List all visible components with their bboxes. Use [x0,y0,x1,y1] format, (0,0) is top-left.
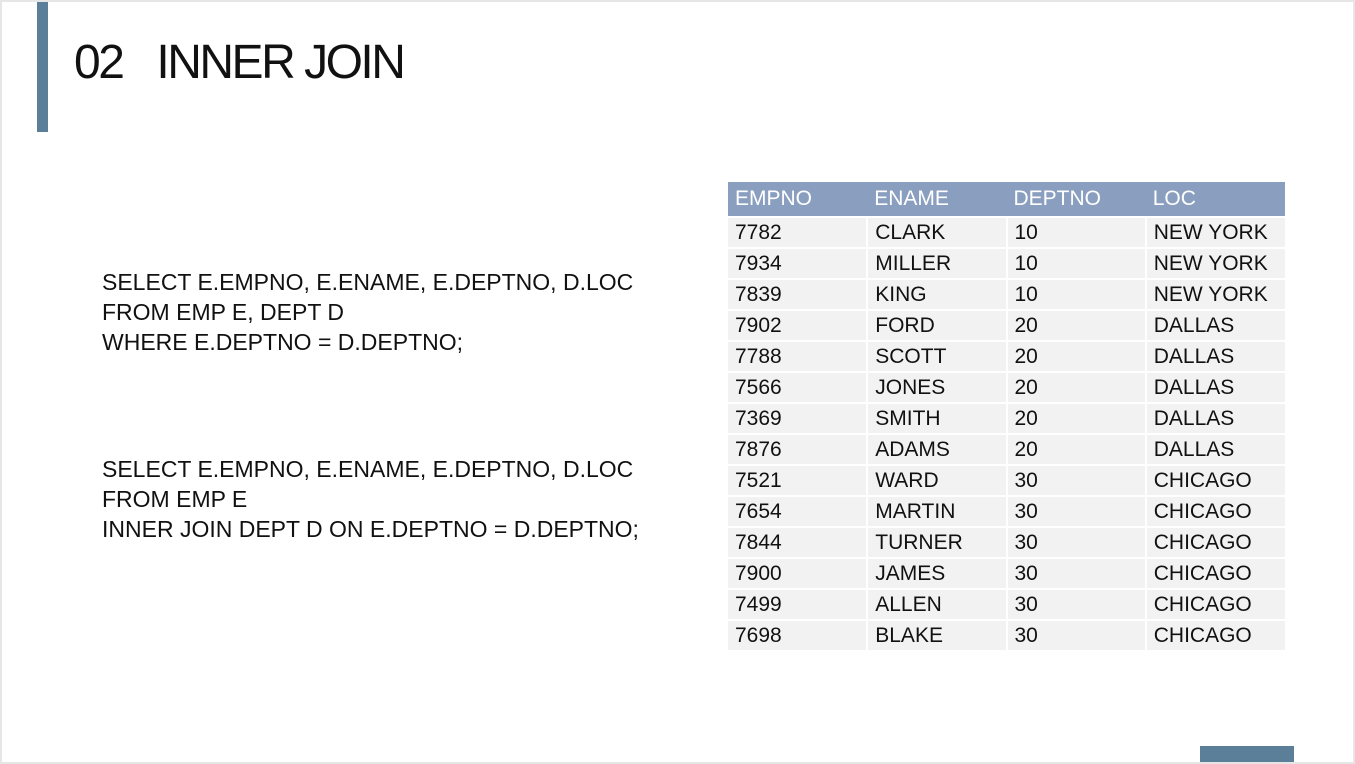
table-cell: 20 [1006,403,1147,435]
table-cell: 30 [1006,496,1147,528]
table-cell: 20 [1006,341,1147,373]
sql-line: INNER JOIN DEPT D ON E.DEPTNO = D.DEPTNO… [102,516,639,542]
table-row: 7900 JAMES 30 CHICAGO [728,558,1285,590]
table-cell: WARD [867,465,1008,497]
title-accent-bar [37,2,48,132]
table-cell: 7876 [728,434,869,466]
table-cell: MILLER [867,248,1008,280]
table-cell: CHICAGO [1145,589,1285,621]
slide-title: 02 INNER JOIN [74,28,406,98]
column-header-deptno: DEPTNO [1006,182,1146,218]
footer-accent-bar [1200,746,1294,762]
table-cell: 30 [1006,558,1147,590]
table-row: 7782 CLARK 10 NEW YORK [728,217,1285,249]
column-header-ename: ENAME [867,182,1007,218]
table-cell: 30 [1006,527,1147,559]
table-cell: BLAKE [867,620,1008,652]
table-cell: DALLAS [1145,341,1285,373]
slide-number: 02 [74,36,125,89]
table-row: 7934 MILLER 10 NEW YORK [728,248,1285,280]
slide-title-text: INNER JOIN [156,36,406,89]
table-row: 7698 BLAKE 30 CHICAGO [728,620,1285,652]
sql-line: WHERE E.DEPTNO = D.DEPTNO; [102,329,464,355]
table-cell: CHICAGO [1145,496,1285,528]
table-cell: 7566 [728,372,869,404]
table-cell: FORD [867,310,1008,342]
table-cell: SMITH [867,403,1008,435]
sql-line: SELECT E.EMPNO, E.ENAME, E.DEPTNO, D.LOC [102,456,634,482]
sql-line: FROM EMP E [102,486,248,512]
table-cell: ALLEN [867,589,1008,621]
table-body: 7782 CLARK 10 NEW YORK 7934 MILLER 10 NEW YORK 7… [728,217,1285,652]
table-cell: 10 [1006,279,1147,311]
table-cell: 7788 [728,341,869,373]
table-row: 7566 JONES 20 DALLAS [728,372,1285,404]
table-row: 7839 KING 10 NEW YORK [728,279,1285,311]
table-cell: 20 [1006,434,1147,466]
table-cell: 7844 [728,527,869,559]
table-cell: NEW YORK [1145,217,1285,249]
table-row: 7654 MARTIN 30 CHICAGO [728,496,1285,528]
table-header-row: EMPNO ENAME DEPTNO LOC [728,182,1285,218]
table-cell: DALLAS [1145,403,1285,435]
table-row: 7369 SMITH 20 DALLAS [728,403,1285,435]
table-row: 7902 FORD 20 DALLAS [728,310,1285,342]
table-cell: ADAMS [867,434,1008,466]
table-cell: JAMES [867,558,1008,590]
table-cell: NEW YORK [1145,248,1285,280]
table-cell: 7521 [728,465,869,497]
table-cell: CHICAGO [1145,558,1285,590]
table-cell: 10 [1006,217,1147,249]
table-cell: 7782 [728,217,869,249]
table-cell: CHICAGO [1145,527,1285,559]
sql-query-implicit-join: SELECT E.EMPNO, E.ENAME, E.DEPTNO, D.LOC… [102,267,633,357]
table-cell: 10 [1006,248,1147,280]
table-cell: 20 [1006,310,1147,342]
table-cell: DALLAS [1145,434,1285,466]
table-cell: DALLAS [1145,372,1285,404]
table-cell: 30 [1006,589,1147,621]
table-cell: DALLAS [1145,310,1285,342]
table-cell: MARTIN [867,496,1008,528]
table-cell: 7839 [728,279,869,311]
table-cell: 30 [1006,620,1147,652]
table-cell: CHICAGO [1145,465,1285,497]
table-cell: CLARK [867,217,1008,249]
table-cell: TURNER [867,527,1008,559]
table-cell: JONES [867,372,1008,404]
result-table: EMPNO ENAME DEPTNO LOC 7782 CLARK 10 NEW YO… [728,182,1285,652]
table-cell: SCOTT [867,341,1008,373]
table-cell: 7654 [728,496,869,528]
table-row: 7499 ALLEN 30 CHICAGO [728,589,1285,621]
table-row: 7788 SCOTT 20 DALLAS [728,341,1285,373]
table-row: 7844 TURNER 30 CHICAGO [728,527,1285,559]
table-cell: 7369 [728,403,869,435]
column-header-loc: LOC [1145,182,1285,218]
table-cell: CHICAGO [1145,620,1285,652]
table-cell: 20 [1006,372,1147,404]
sql-line: SELECT E.EMPNO, E.ENAME, E.DEPTNO, D.LOC [102,269,634,295]
column-header-empno: EMPNO [728,182,868,218]
table-row: 7876 ADAMS 20 DALLAS [728,434,1285,466]
table-row: 7521 WARD 30 CHICAGO [728,465,1285,497]
table-cell: 7934 [728,248,869,280]
sql-line: FROM EMP E, DEPT D [102,299,344,325]
table-cell: 7902 [728,310,869,342]
table-cell: 7698 [728,620,869,652]
table-cell: NEW YORK [1145,279,1285,311]
table-cell: 7499 [728,589,869,621]
sql-query-inner-join: SELECT E.EMPNO, E.ENAME, E.DEPTNO, D.LOC… [102,454,639,544]
table-cell: KING [867,279,1008,311]
table-cell: 30 [1006,465,1147,497]
table-cell: 7900 [728,558,869,590]
